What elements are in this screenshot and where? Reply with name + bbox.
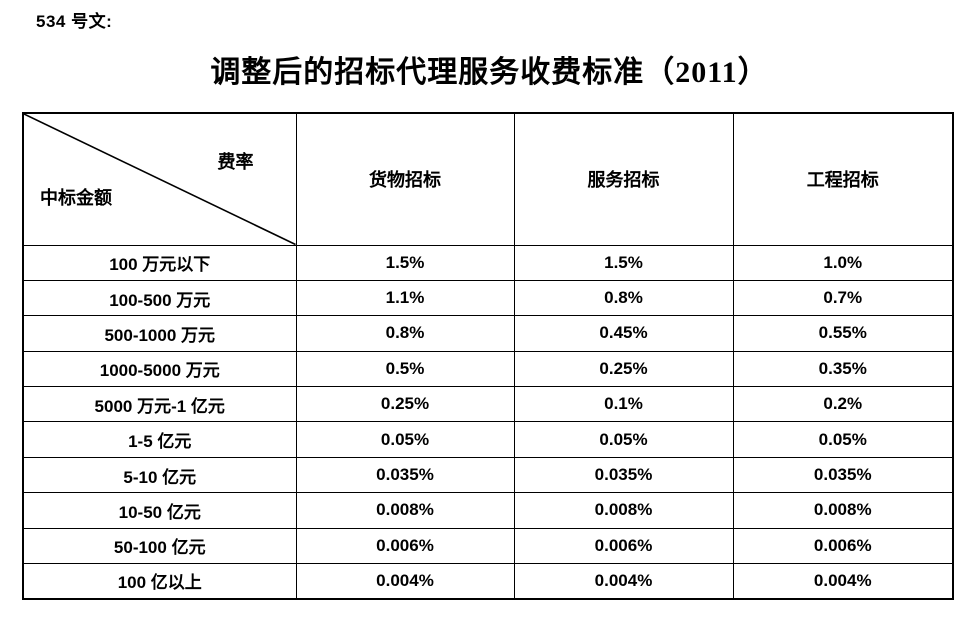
fee-table: 费率 中标金额 货物招标 服务招标 工程招标 100 万元以下 1.5% 1.5…	[22, 112, 954, 600]
rate-cell: 0.004%	[295, 563, 515, 600]
table-row: 100-500 万元 1.1% 0.8% 0.7%	[22, 279, 954, 317]
rate-cell: 0.05%	[732, 421, 954, 458]
doc-number-label: 534 号文:	[36, 12, 113, 31]
amount-range-cell: 50-100 亿元	[22, 527, 297, 565]
rate-cell: 1.5%	[295, 244, 515, 281]
amount-range-cell: 5000 万元-1 亿元	[22, 386, 297, 423]
table-row: 1-5 亿元 0.05% 0.05% 0.05%	[22, 421, 954, 458]
amount-range-cell: 100-500 万元	[22, 279, 297, 317]
table-row: 5-10 亿元 0.035% 0.035% 0.035%	[22, 456, 954, 494]
rate-cell: 0.035%	[513, 456, 734, 494]
column-header-engineering: 工程招标	[732, 112, 954, 246]
table-header-row: 费率 中标金额 货物招标 服务招标 工程招标	[22, 112, 954, 246]
amount-range-cell: 1-5 亿元	[22, 421, 297, 458]
diagonal-divider-line	[24, 114, 296, 245]
rate-cell: 0.035%	[732, 456, 954, 494]
rate-cell: 0.008%	[732, 492, 954, 529]
column-header-goods: 货物招标	[295, 112, 515, 246]
table-row: 100 亿以上 0.004% 0.004% 0.004%	[22, 563, 954, 600]
rate-cell: 1.1%	[295, 279, 515, 317]
amount-range-cell: 100 亿以上	[22, 563, 297, 600]
rate-cell: 0.35%	[732, 350, 954, 388]
amount-range-cell: 10-50 亿元	[22, 492, 297, 529]
rate-cell: 0.55%	[732, 315, 954, 352]
amount-range-cell: 5-10 亿元	[22, 456, 297, 494]
rate-cell: 0.25%	[513, 350, 734, 388]
corner-header-cell: 费率 中标金额	[22, 112, 297, 246]
rate-cell: 0.008%	[295, 492, 515, 529]
table-row: 500-1000 万元 0.8% 0.45% 0.55%	[22, 315, 954, 352]
amount-axis-label: 中标金额	[40, 188, 112, 208]
rate-cell: 0.006%	[513, 527, 734, 565]
rate-cell: 1.5%	[513, 244, 734, 281]
rate-cell: 0.25%	[295, 386, 515, 423]
rate-cell: 1.0%	[732, 244, 954, 281]
page-title: 调整后的招标代理服务收费标准（2011）	[210, 56, 769, 89]
table-row: 1000-5000 万元 0.5% 0.25% 0.35%	[22, 350, 954, 388]
amount-range-cell: 1000-5000 万元	[22, 350, 297, 388]
rate-cell: 0.008%	[513, 492, 734, 529]
table-row: 100 万元以下 1.5% 1.5% 1.0%	[22, 244, 954, 281]
rate-cell: 0.004%	[732, 563, 954, 600]
rate-cell: 0.006%	[732, 527, 954, 565]
rate-cell: 0.8%	[295, 315, 515, 352]
rate-cell: 0.45%	[513, 315, 734, 352]
rate-cell: 0.5%	[295, 350, 515, 388]
table-row: 50-100 亿元 0.006% 0.006% 0.006%	[22, 527, 954, 565]
rate-cell: 0.1%	[513, 386, 734, 423]
rate-axis-label: 费率	[217, 152, 254, 172]
column-header-services: 服务招标	[513, 112, 734, 246]
rate-cell: 0.004%	[513, 563, 734, 600]
rate-cell: 0.035%	[295, 456, 515, 494]
rate-cell: 0.05%	[513, 421, 734, 458]
rate-cell: 0.2%	[732, 386, 954, 423]
rate-cell: 0.8%	[513, 279, 734, 317]
amount-range-cell: 100 万元以下	[22, 244, 297, 281]
rate-cell: 0.006%	[295, 527, 515, 565]
rate-cell: 0.05%	[295, 421, 515, 458]
rate-cell: 0.7%	[732, 279, 954, 317]
table-row: 5000 万元-1 亿元 0.25% 0.1% 0.2%	[22, 386, 954, 423]
amount-range-cell: 500-1000 万元	[22, 315, 297, 352]
table-row: 10-50 亿元 0.008% 0.008% 0.008%	[22, 492, 954, 529]
